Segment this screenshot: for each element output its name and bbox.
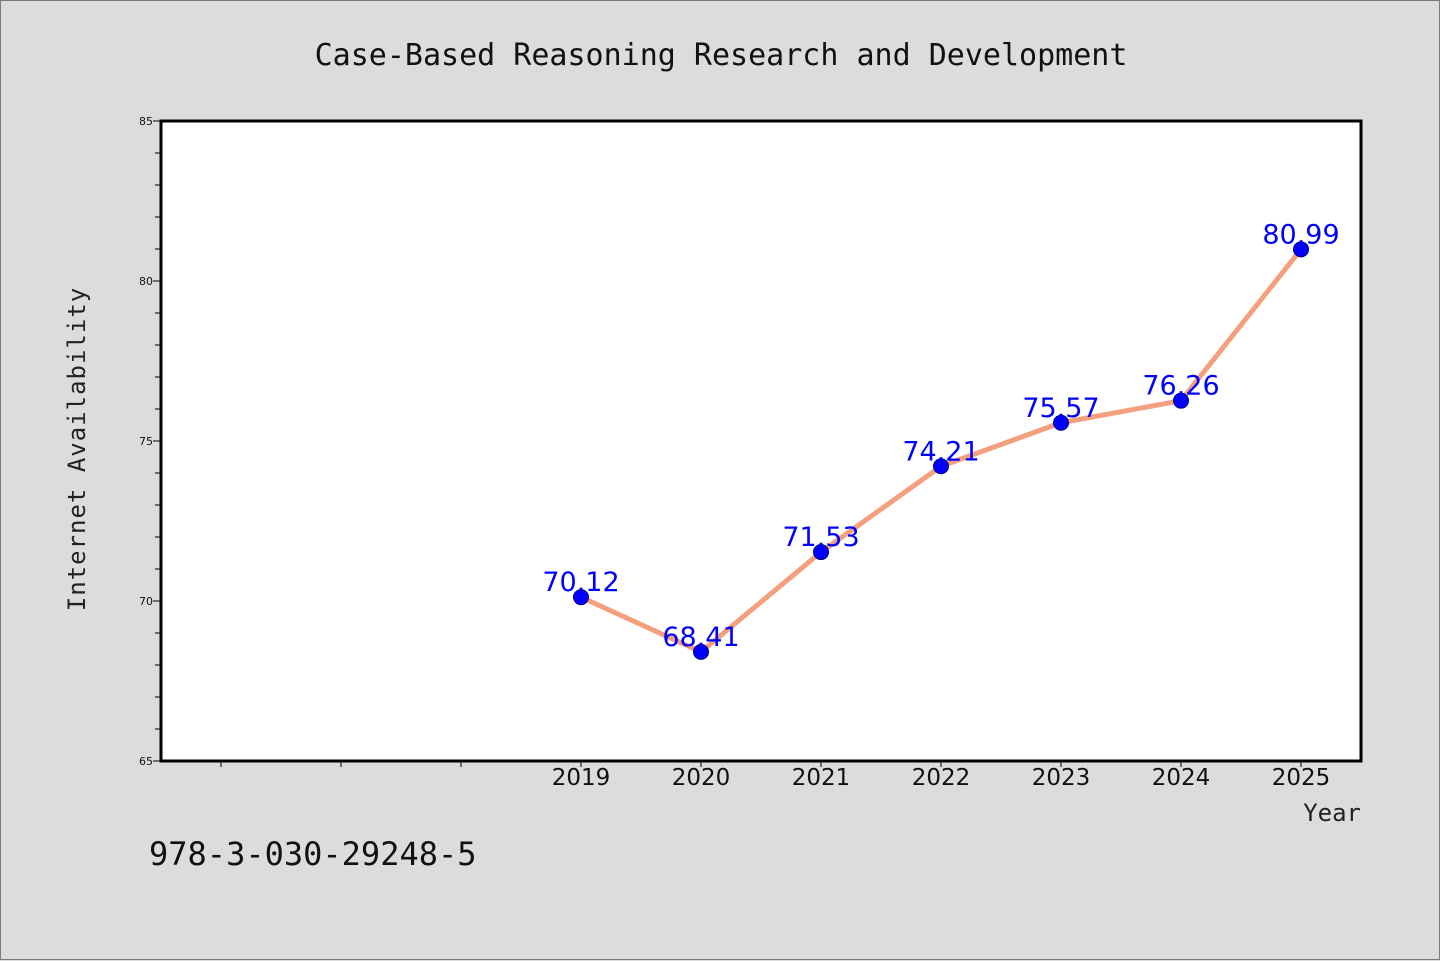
data-label: 74.21 [902,436,979,467]
data-point [693,643,709,660]
x-axis-label: Year [1303,799,1361,827]
y-tick-label: 75 [139,435,153,448]
x-tick-label: 2021 [792,765,851,791]
data-label: 68.41 [662,622,739,653]
y-tick-label: 65 [139,755,153,768]
data-label: 70.12 [542,567,619,598]
plot-area [161,121,1361,761]
x-tick-label: 2025 [1272,765,1331,791]
data-label: 76.26 [1142,371,1219,402]
data-labels-layer: 70.12 68.41 71.53 74.21 75.57 76.26 80.99 [542,219,1339,653]
x-tick-label: 2022 [912,765,971,791]
y-axis-label: Internet Availability [63,287,91,611]
data-point [813,544,829,561]
data-point [1173,392,1189,409]
x-axis-tick-labels: 2019 2020 2021 2022 2023 2024 2025 [552,765,1331,791]
x-tick-label: 2024 [1152,765,1211,791]
plot-border [159,119,1363,763]
y-axis-tick-labels: 65 70 75 80 85 [139,115,153,768]
chart-title: Case-Based Reasoning Research and Develo… [315,38,1128,73]
data-label: 75.57 [1022,393,1099,424]
data-point [1293,241,1309,258]
data-point [933,458,949,475]
isbn-text: 978-3-030-29248-5 [149,835,477,873]
data-point [1053,414,1069,431]
y-tick-label: 70 [139,595,153,608]
y-tick-label: 85 [139,115,153,128]
x-tick-label: 2023 [1032,765,1091,791]
data-point [573,589,589,606]
y-tick-label: 80 [139,275,153,288]
x-tick-label: 2020 [672,765,731,791]
data-label: 71.53 [782,522,859,553]
markers-layer [573,241,1309,660]
data-label: 80.99 [1262,219,1339,250]
x-tick-label: 2019 [552,765,611,791]
